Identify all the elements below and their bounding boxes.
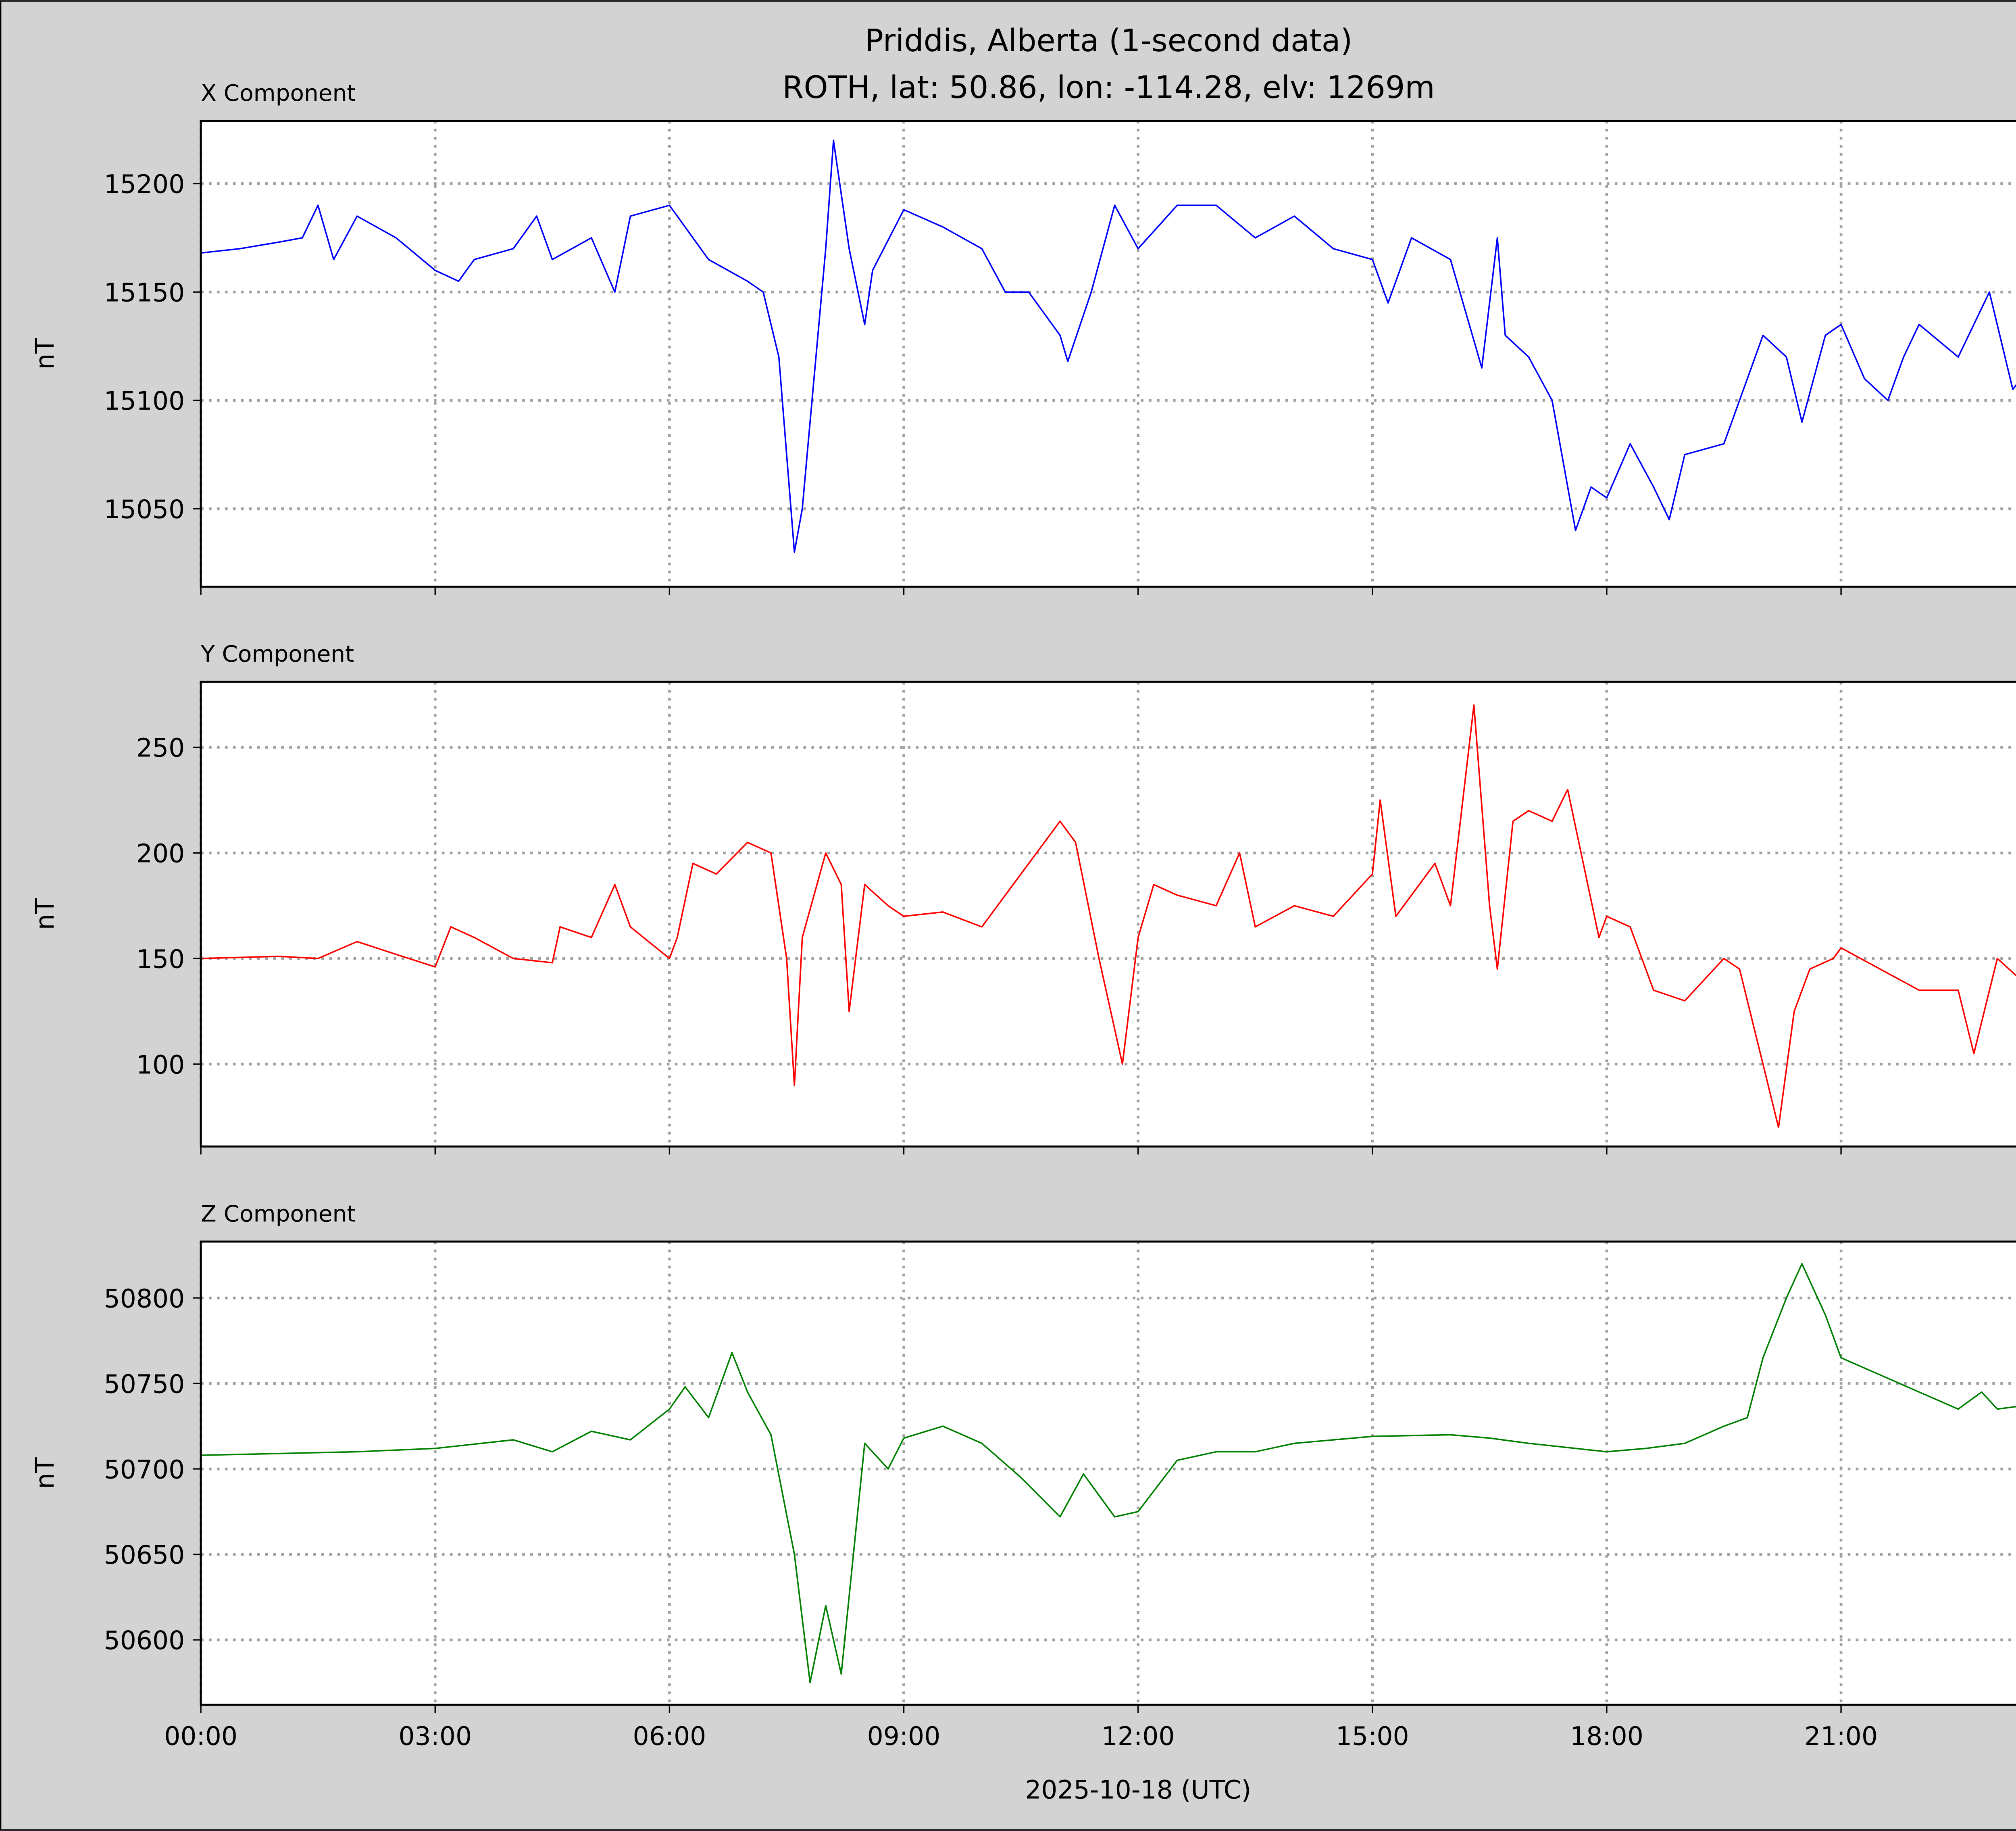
- x-tick-label: 06:00: [633, 1721, 706, 1751]
- y-axis-label: nT: [30, 338, 60, 370]
- x-tick-label: 21:00: [1804, 1721, 1878, 1751]
- x-tick-label: 09:00: [867, 1721, 941, 1751]
- plot-frame: [200, 1240, 2016, 1706]
- y-tick-label: 50650: [104, 1540, 185, 1570]
- panel-z-component: 50600 50650 50700 50750 50800 Z Component nT 00…: [30, 1201, 2016, 1751]
- plot-area: [201, 1241, 2016, 1705]
- plot-frame: [200, 681, 2016, 1148]
- y-tick-label: 50800: [104, 1283, 185, 1313]
- y-tick-label: 50700: [104, 1454, 185, 1484]
- data-line-x: [200, 140, 2016, 553]
- x-tick-label: 00:00: [164, 1721, 237, 1751]
- x-axis-label: 2025-10-18 (UTC): [1025, 1775, 1251, 1805]
- y-tick-label: 15050: [104, 494, 185, 524]
- y-tick-label: 50750: [104, 1369, 185, 1399]
- y-tick-label: 50600: [104, 1625, 185, 1655]
- x-tick-label: 03:00: [398, 1721, 472, 1751]
- y-tick-label: 15150: [104, 277, 185, 307]
- y-tick-label: 15100: [104, 386, 185, 416]
- x-tick-label: 12:00: [1102, 1721, 1175, 1751]
- figure-title-line1: Priddis, Alberta (1-second data): [865, 23, 1352, 59]
- y-axis-label: nT: [30, 1457, 60, 1489]
- plot-area: [201, 682, 2016, 1147]
- x-tick-label: 15:00: [1336, 1721, 1409, 1751]
- panel-title: X Component: [201, 80, 356, 106]
- plot-area: [201, 121, 2016, 587]
- data-line-y: [201, 704, 2016, 1129]
- panel-title: Z Component: [201, 1201, 356, 1227]
- y-tick-label: 100: [136, 1050, 185, 1079]
- plot-frame: [200, 120, 2016, 588]
- y-tick-label: 200: [136, 839, 185, 869]
- y-tick-label: 250: [136, 733, 185, 763]
- panel-y-component: 100 150 200 250 Y Component nT: [30, 641, 2016, 1155]
- y-tick-label: 15200: [104, 169, 185, 199]
- x-tick-label: 18:00: [1570, 1721, 1643, 1751]
- figure-title-line2: ROTH, lat: 50.86, lon: -114.28, elv: 126…: [782, 70, 1435, 106]
- y-axis-label: nT: [30, 898, 60, 930]
- panel-x-component: 15050 15100 15150 15200 X Component nT: [30, 80, 2016, 595]
- y-tick-label: 150: [136, 944, 185, 974]
- panel-title: Y Component: [200, 641, 354, 667]
- data-line-z: [201, 1263, 2016, 1683]
